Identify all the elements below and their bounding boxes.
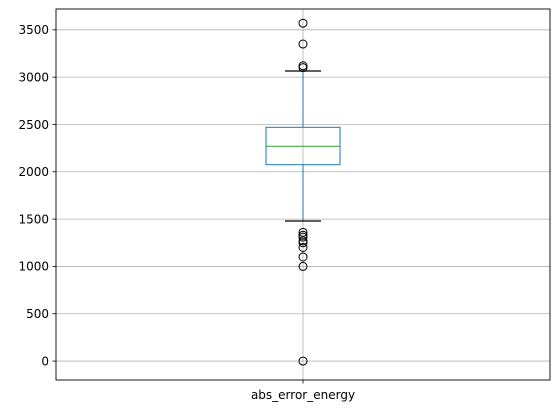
y-tick-label: 1000 xyxy=(18,260,49,274)
outlier-point xyxy=(298,356,308,366)
outlier-point xyxy=(298,232,308,242)
outlier-point xyxy=(298,227,308,237)
y-tick-label: 500 xyxy=(26,307,49,321)
outlier-point xyxy=(298,261,308,271)
outlier-point xyxy=(298,18,308,28)
y-tick-label: 1500 xyxy=(18,212,49,226)
y-tick-label: 3000 xyxy=(18,70,49,84)
y-tick-label: 0 xyxy=(41,354,49,368)
outlier-point xyxy=(298,238,308,248)
y-tick-label: 3500 xyxy=(18,23,49,37)
outlier-point xyxy=(298,39,308,49)
x-tick-label: abs_error_energy xyxy=(251,388,355,402)
box-layer xyxy=(265,18,341,366)
tick-layer: 0 500 1000 1500 2000 2500 3000 3500 abs_error_en… xyxy=(18,23,355,402)
y-tick-label: 2000 xyxy=(18,165,49,179)
y-tick-label: 2500 xyxy=(18,118,49,132)
outlier-point xyxy=(298,243,308,252)
outlier-point xyxy=(298,63,308,73)
outlier-point xyxy=(298,252,308,262)
